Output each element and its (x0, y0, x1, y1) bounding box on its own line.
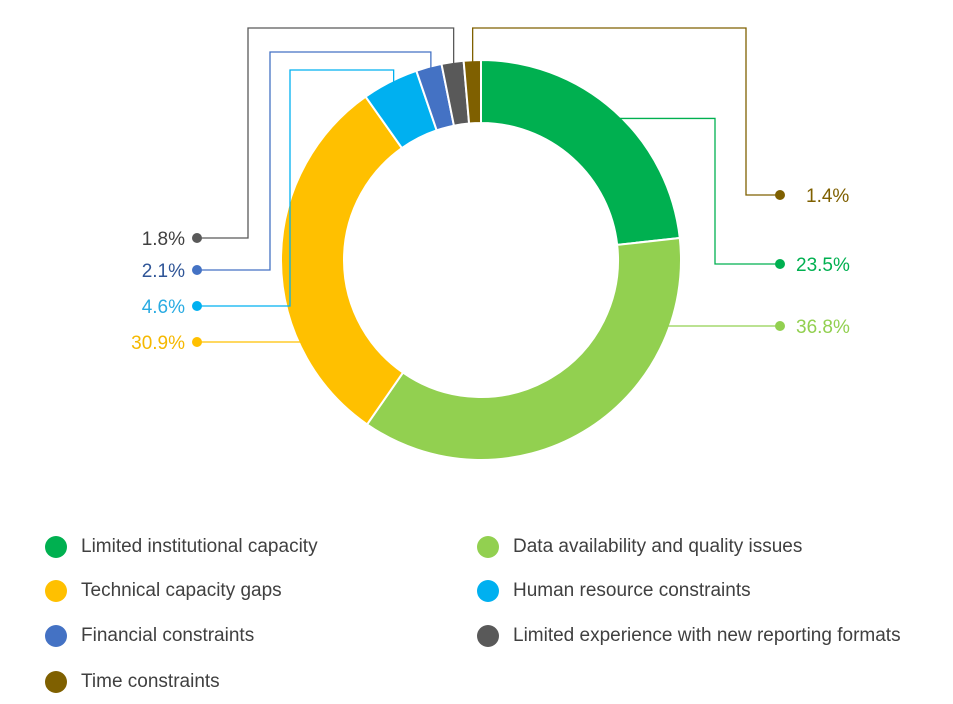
legend-label: Human resource constraints (513, 580, 751, 601)
legend-marker (477, 580, 499, 602)
legend-marker (45, 536, 67, 558)
leader-dot (192, 233, 202, 243)
data-label-limited-experience-with-new-reporting-formats: 1.8% (142, 229, 185, 250)
data-label-human-resource-constraints: 4.6% (142, 297, 185, 318)
legend-item-time-constraints: Time constraints (45, 666, 220, 698)
donut-slices (280, 58, 682, 461)
leader-line (607, 117, 780, 265)
legend-label: Limited experience with new reporting fo… (513, 625, 901, 646)
data-label-technical-capacity-gaps: 30.9% (131, 333, 185, 354)
donut-slice-limited-institutional-capacity (480, 58, 681, 247)
leader-line (471, 27, 780, 196)
data-label-financial-constraints: 2.1% (142, 261, 185, 282)
legend-marker (45, 625, 67, 647)
leader-line (197, 69, 395, 307)
data-label-time-constraints: 1.4% (806, 186, 849, 207)
legend-marker (477, 536, 499, 558)
legend-item-data-availability: Data availability and quality issues (477, 531, 802, 563)
leader-line (197, 27, 455, 239)
donut-slice-time-constraints (462, 58, 482, 125)
legend-marker (45, 671, 67, 693)
legend-item-limited-institutional-capacity: Limited institutional capacity (45, 531, 318, 563)
leader-dot (192, 265, 202, 275)
data-label-limited-institutional-capacity: 23.5% (796, 255, 850, 276)
data-labels: 23.5% 36.8% 30.9% 4.6% 2.1% 1.8% 1.4% (131, 186, 850, 354)
legend: Limited institutional capacity Data avai… (0, 520, 953, 704)
donut-chart: 23.5% 36.8% 30.9% 4.6% 2.1% 1.8% 1.4% (131, 27, 850, 461)
leader-dot (775, 190, 785, 200)
donut-slice-data-availability-and-quality-issues (365, 236, 682, 461)
leader-dot (192, 301, 202, 311)
legend-item-technical-capacity-gaps: Technical capacity gaps (45, 575, 282, 607)
legend-marker (477, 625, 499, 647)
leader-dot (775, 259, 785, 269)
legend-label: Limited institutional capacity (81, 536, 318, 557)
leader-line (197, 51, 432, 271)
leader-lines (192, 27, 785, 347)
data-label-data-availability-and-quality-issues: 36.8% (796, 317, 850, 338)
donut-slice-technical-capacity-gaps (280, 95, 405, 426)
legend-label: Technical capacity gaps (81, 580, 282, 601)
legend-label: Financial constraints (81, 625, 255, 646)
legend-item-limited-experience: Limited experience with new reporting fo… (477, 620, 901, 652)
legend-label: Time constraints (81, 671, 220, 692)
leader-dot (775, 321, 785, 331)
legend-label: Data availability and quality issues (513, 536, 803, 557)
legend-marker (45, 580, 67, 602)
legend-item-human-resource-constraints: Human resource constraints (477, 575, 751, 607)
leader-dot (192, 337, 202, 347)
legend-item-financial-constraints: Financial constraints (45, 620, 254, 652)
